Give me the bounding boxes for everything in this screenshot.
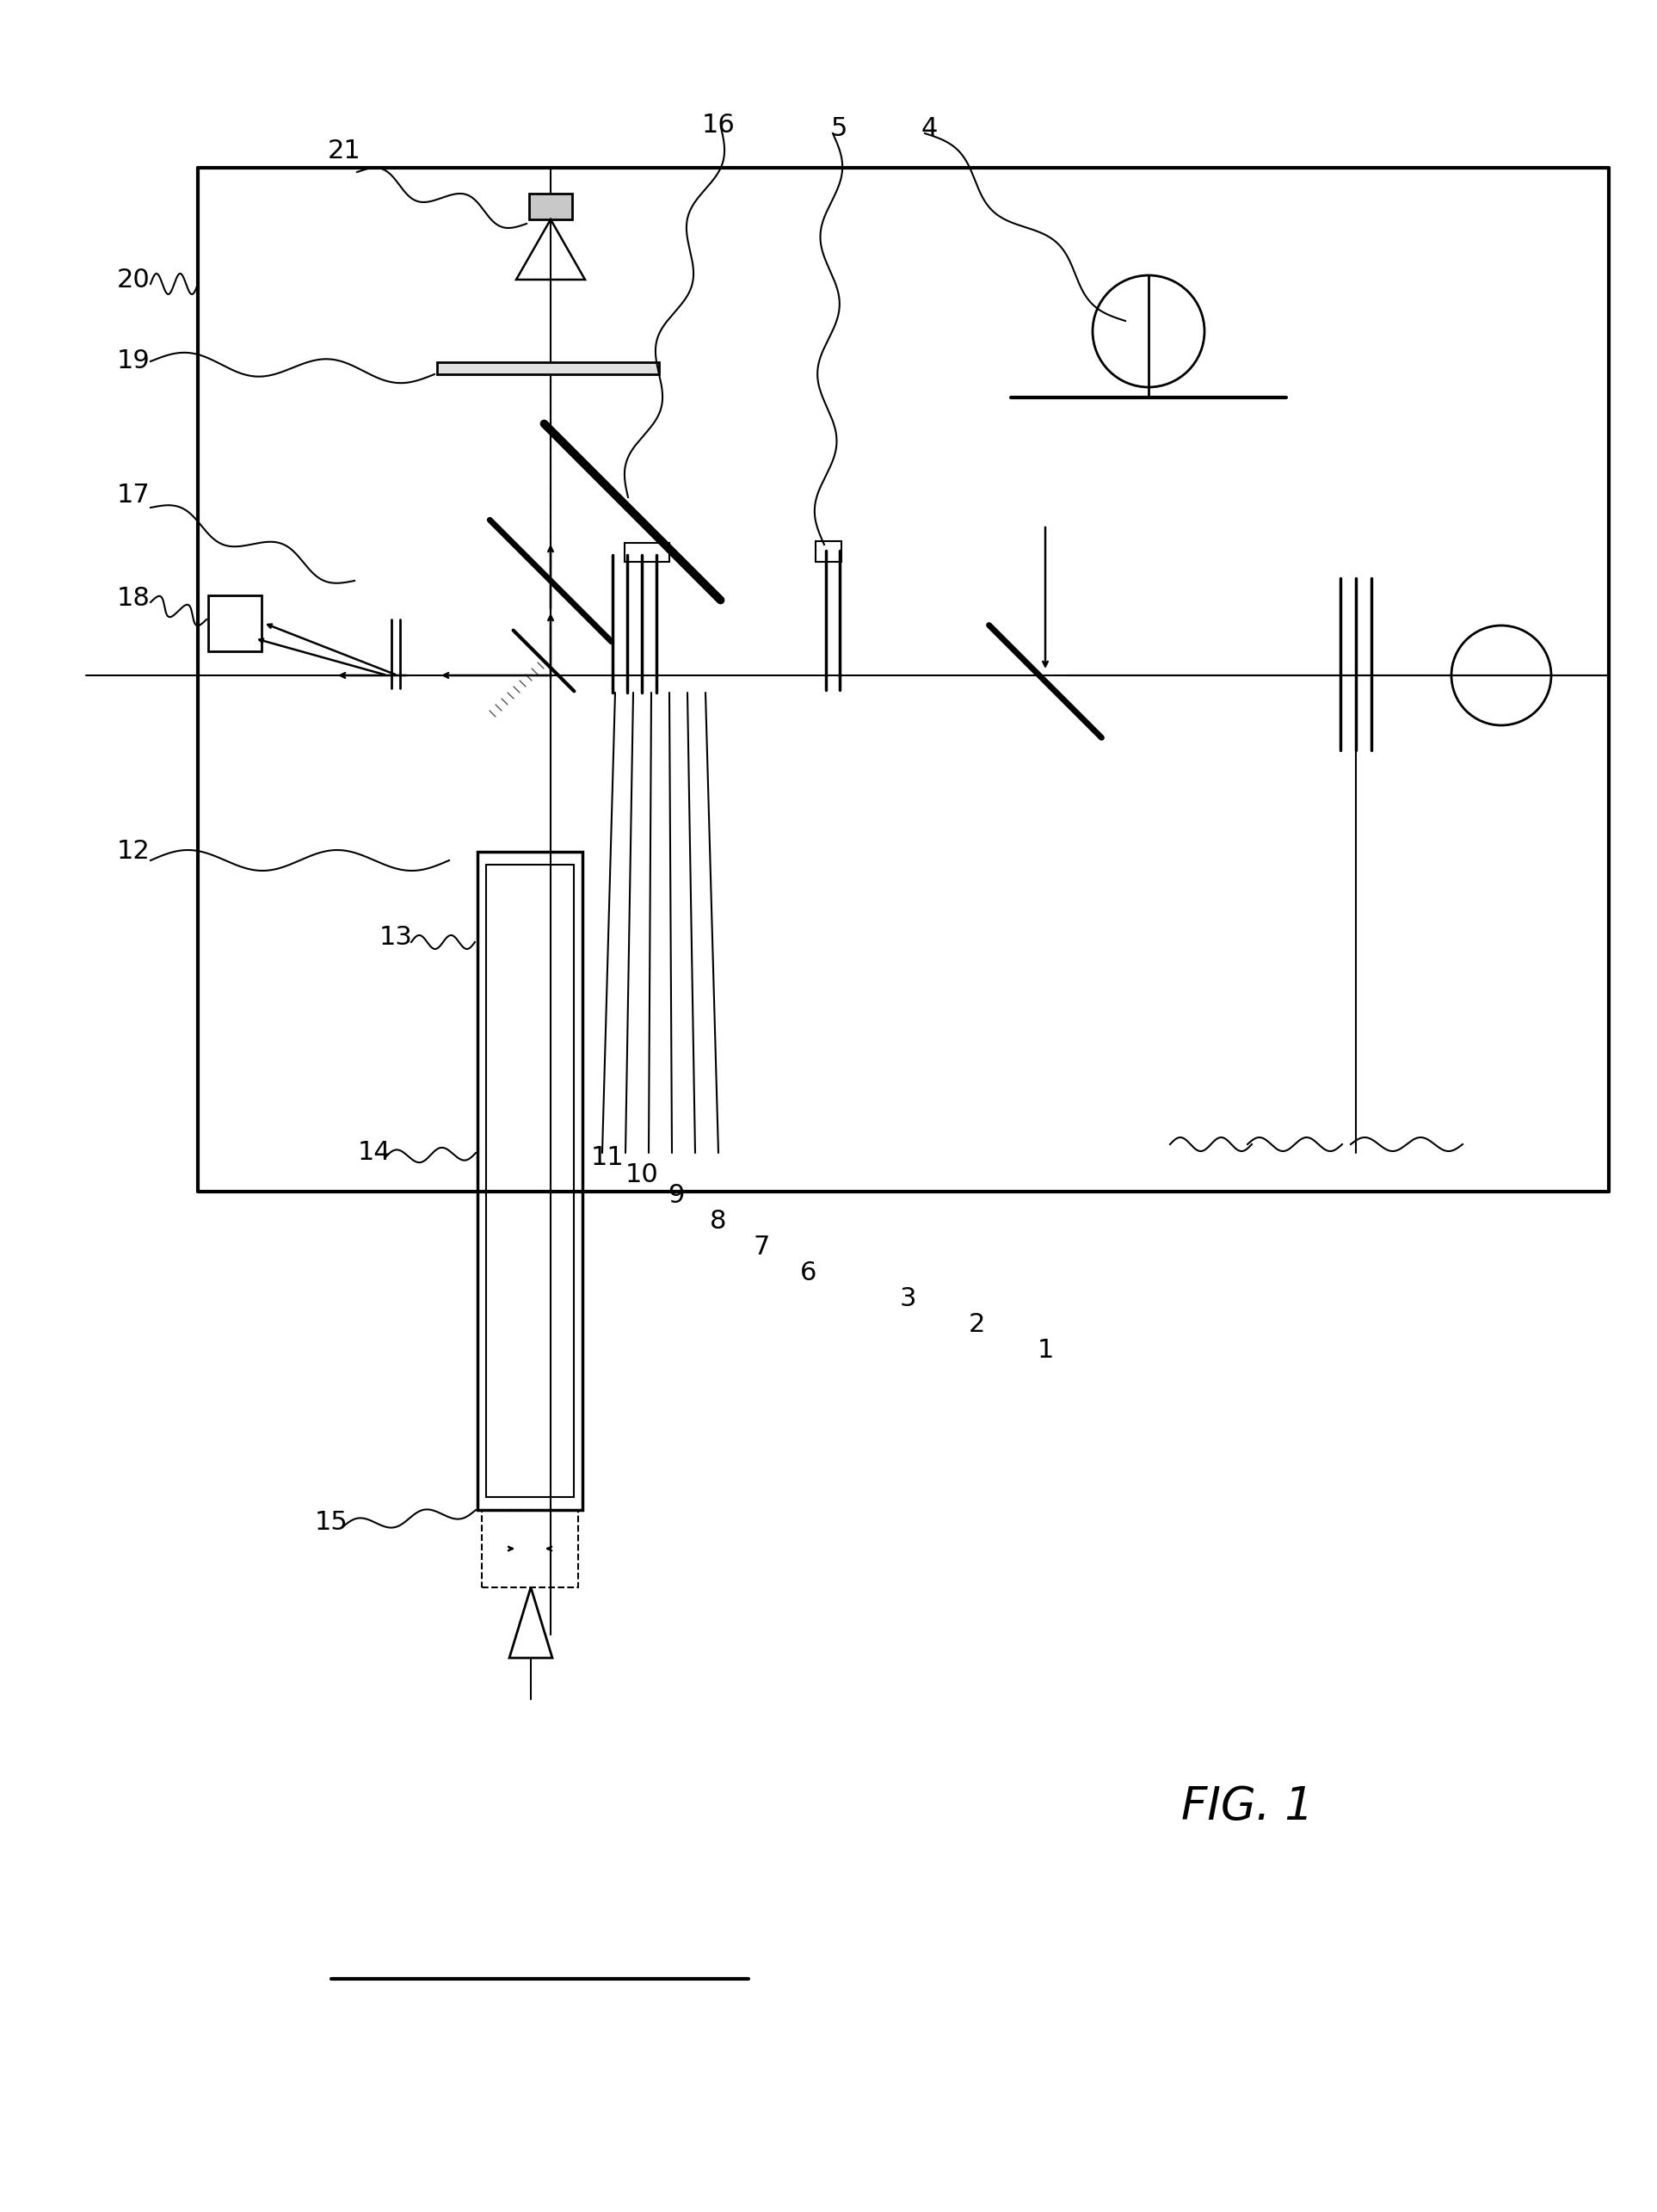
Text: 4: 4 (921, 117, 938, 142)
Text: 6: 6 (800, 1261, 817, 1285)
Text: 1: 1 (1037, 1338, 1054, 1363)
Text: 9: 9 (668, 1183, 684, 1208)
Text: 13: 13 (379, 925, 413, 951)
Bar (209, 595, 262, 650)
Text: 3: 3 (900, 1287, 916, 1312)
Text: 20: 20 (116, 268, 151, 292)
Bar (437, 363, 659, 374)
Text: 11: 11 (592, 1146, 625, 1170)
Text: 14: 14 (358, 1141, 391, 1166)
Text: 15: 15 (315, 1511, 348, 1535)
Bar (815, 542, 842, 562)
Bar (486, 865, 573, 1498)
Text: 8: 8 (709, 1210, 727, 1234)
Bar (625, 542, 669, 562)
Text: 21: 21 (328, 137, 361, 164)
Bar (529, 195, 572, 219)
Text: 5: 5 (830, 117, 847, 142)
Bar (482, 1511, 578, 1588)
Text: 19: 19 (116, 349, 151, 374)
Text: 10: 10 (625, 1161, 658, 1188)
Text: 2: 2 (968, 1312, 984, 1338)
Text: 7: 7 (752, 1234, 771, 1261)
Text: 16: 16 (701, 113, 736, 137)
Text: 17: 17 (116, 482, 151, 507)
Text: FIG. 1: FIG. 1 (1181, 1785, 1314, 1829)
Text: 12: 12 (116, 838, 151, 865)
Bar (477, 852, 583, 1511)
Text: 18: 18 (116, 586, 151, 611)
